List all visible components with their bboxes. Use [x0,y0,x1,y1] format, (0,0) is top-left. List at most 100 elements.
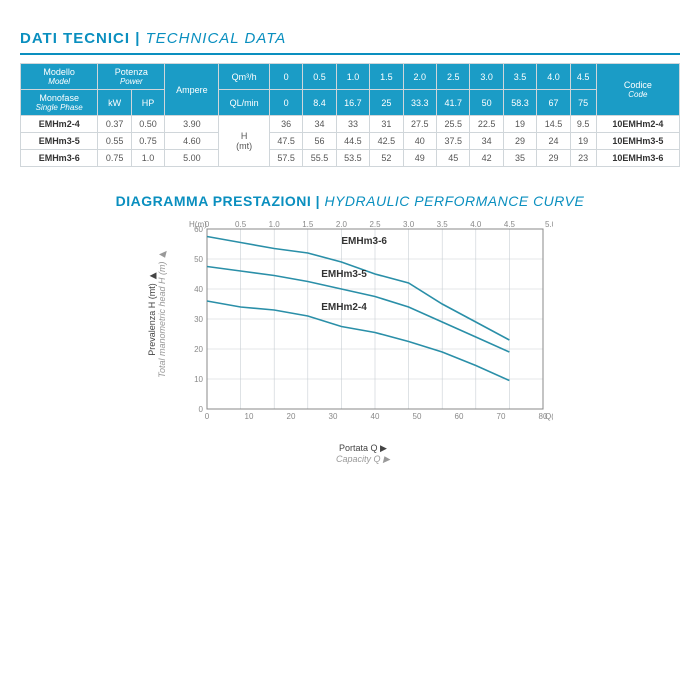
th-modello: Modello Model [21,64,98,90]
section-title-primary: DATI TECNICI [20,30,130,47]
svg-text:40: 40 [194,285,203,294]
y-axis-label-it: Prevalenza H (mt) ▶ [147,271,157,356]
th-q7: 3.5 [503,64,536,90]
cell-h-6: 22.5 [470,116,503,133]
cell-h-3: 31 [370,116,403,133]
cell-h-0: 47.5 [269,133,302,150]
th-ql7: 58.3 [503,90,536,116]
th-ql5: 41.7 [437,90,470,116]
section-title: DATI TECNICI | TECHNICAL DATA [20,30,680,47]
svg-text:10: 10 [245,412,254,421]
th-monofase: Monofase Single Phase [21,90,98,116]
svg-text:Q(l/min): Q(l/min) [545,412,553,421]
svg-text:0: 0 [199,405,204,414]
table-body: EMHm2-40.370.503.90H(mt)3634333127.525.5… [21,116,680,167]
th-codice: Codice Code [596,64,679,116]
cell-amp: 5.00 [165,150,219,167]
th-potenza: Potenza Power [98,64,165,90]
cell-hp: 0.75 [131,133,164,150]
cell-h-8: 29 [537,150,570,167]
cell-model: EMHm3-5 [21,133,98,150]
cell-h-8: 24 [537,133,570,150]
svg-text:EMHm2-4: EMHm2-4 [321,302,367,313]
section-title-sep: | [130,30,146,47]
th-codice-it: Codice [599,80,677,90]
svg-text:70: 70 [497,412,506,421]
svg-text:4.0: 4.0 [470,220,482,229]
cell-h-2: 53.5 [336,150,369,167]
cell-h-2: 33 [336,116,369,133]
th-ql0: 0 [269,90,302,116]
th-ql1: 8.4 [303,90,336,116]
th-q3: 1.5 [370,64,403,90]
cell-h-7: 19 [503,116,536,133]
th-monofase-en: Single Phase [23,103,95,112]
th-ampere: Ampere [165,64,219,116]
svg-text:0: 0 [205,412,210,421]
svg-text:50: 50 [413,412,422,421]
y-axis-label: Prevalenza H (mt) ▶ Total manometric hea… [147,249,167,378]
cell-kw: 0.37 [98,116,131,133]
svg-text:0.5: 0.5 [235,220,247,229]
svg-text:20: 20 [287,412,296,421]
svg-text:50: 50 [194,255,203,264]
svg-text:30: 30 [194,315,203,324]
y-axis-label-en: Total manometric head H (m) ▶ [157,249,167,378]
th-modello-it: Modello [23,67,95,77]
svg-text:20: 20 [194,345,203,354]
cell-code: 10EMHm3-6 [596,150,679,167]
table-row: EMHm2-40.370.503.90H(mt)3634333127.525.5… [21,116,680,133]
cell-h-3: 52 [370,150,403,167]
th-modello-en: Model [23,77,95,86]
th-q5: 2.5 [437,64,470,90]
th-potenza-it: Potenza [100,67,162,77]
cell-h-3: 42.5 [370,133,403,150]
cell-h-0: 36 [269,116,302,133]
chart-title-secondary: HYDRAULIC PERFORMANCE CURVE [324,193,584,209]
th-ql4: 33.3 [403,90,436,116]
th-q9: 4.5 [570,64,596,90]
svg-text:40: 40 [371,412,380,421]
x-axis-label: Portata Q ▶ Capacity Q ▶ [173,443,553,465]
th-q0: 0 [269,64,302,90]
title-underline [20,53,680,55]
svg-text:2.5: 2.5 [369,220,381,229]
x-axis-label-it: Portata Q ▶ [339,443,387,453]
cell-h-4: 40 [403,133,436,150]
cell-hp: 1.0 [131,150,164,167]
cell-h-6: 42 [470,150,503,167]
cell-h-mt: H(mt) [219,116,269,167]
svg-text:10: 10 [194,375,203,384]
cell-code: 10EMHm2-4 [596,116,679,133]
table-row: EMHm3-50.550.754.6047.55644.542.54037.53… [21,133,680,150]
svg-text:H(m): H(m) [189,220,207,229]
th-q4: 2.0 [403,64,436,90]
cell-h-1: 34 [303,116,336,133]
th-ql2: 16.7 [336,90,369,116]
chart-column: 010203040506000.51.01.52.02.53.03.54.04.… [173,219,553,465]
cell-h-4: 49 [403,150,436,167]
svg-text:5.0 Q(m³/h): 5.0 Q(m³/h) [545,220,553,229]
cell-kw: 0.55 [98,133,131,150]
section-title-secondary: TECHNICAL DATA [146,30,287,47]
th-q8: 4.0 [537,64,570,90]
th-ql6: 50 [470,90,503,116]
th-q6: 3.0 [470,64,503,90]
svg-text:2.0: 2.0 [336,220,348,229]
svg-text:EMHm3-5: EMHm3-5 [321,269,367,280]
cell-amp: 3.90 [165,116,219,133]
performance-chart: 010203040506000.51.01.52.02.53.03.54.04.… [173,219,553,439]
cell-h-9: 23 [570,150,596,167]
cell-model: EMHm2-4 [21,116,98,133]
svg-text:1.0: 1.0 [269,220,281,229]
cell-amp: 4.60 [165,133,219,150]
cell-model: EMHm3-6 [21,150,98,167]
svg-text:3.0: 3.0 [403,220,415,229]
th-qlmin: QL/min [219,90,269,116]
cell-h-5: 37.5 [437,133,470,150]
cell-h-6: 34 [470,133,503,150]
cell-h-2: 44.5 [336,133,369,150]
cell-hp: 0.50 [131,116,164,133]
svg-text:30: 30 [329,412,338,421]
svg-text:4.5: 4.5 [504,220,516,229]
